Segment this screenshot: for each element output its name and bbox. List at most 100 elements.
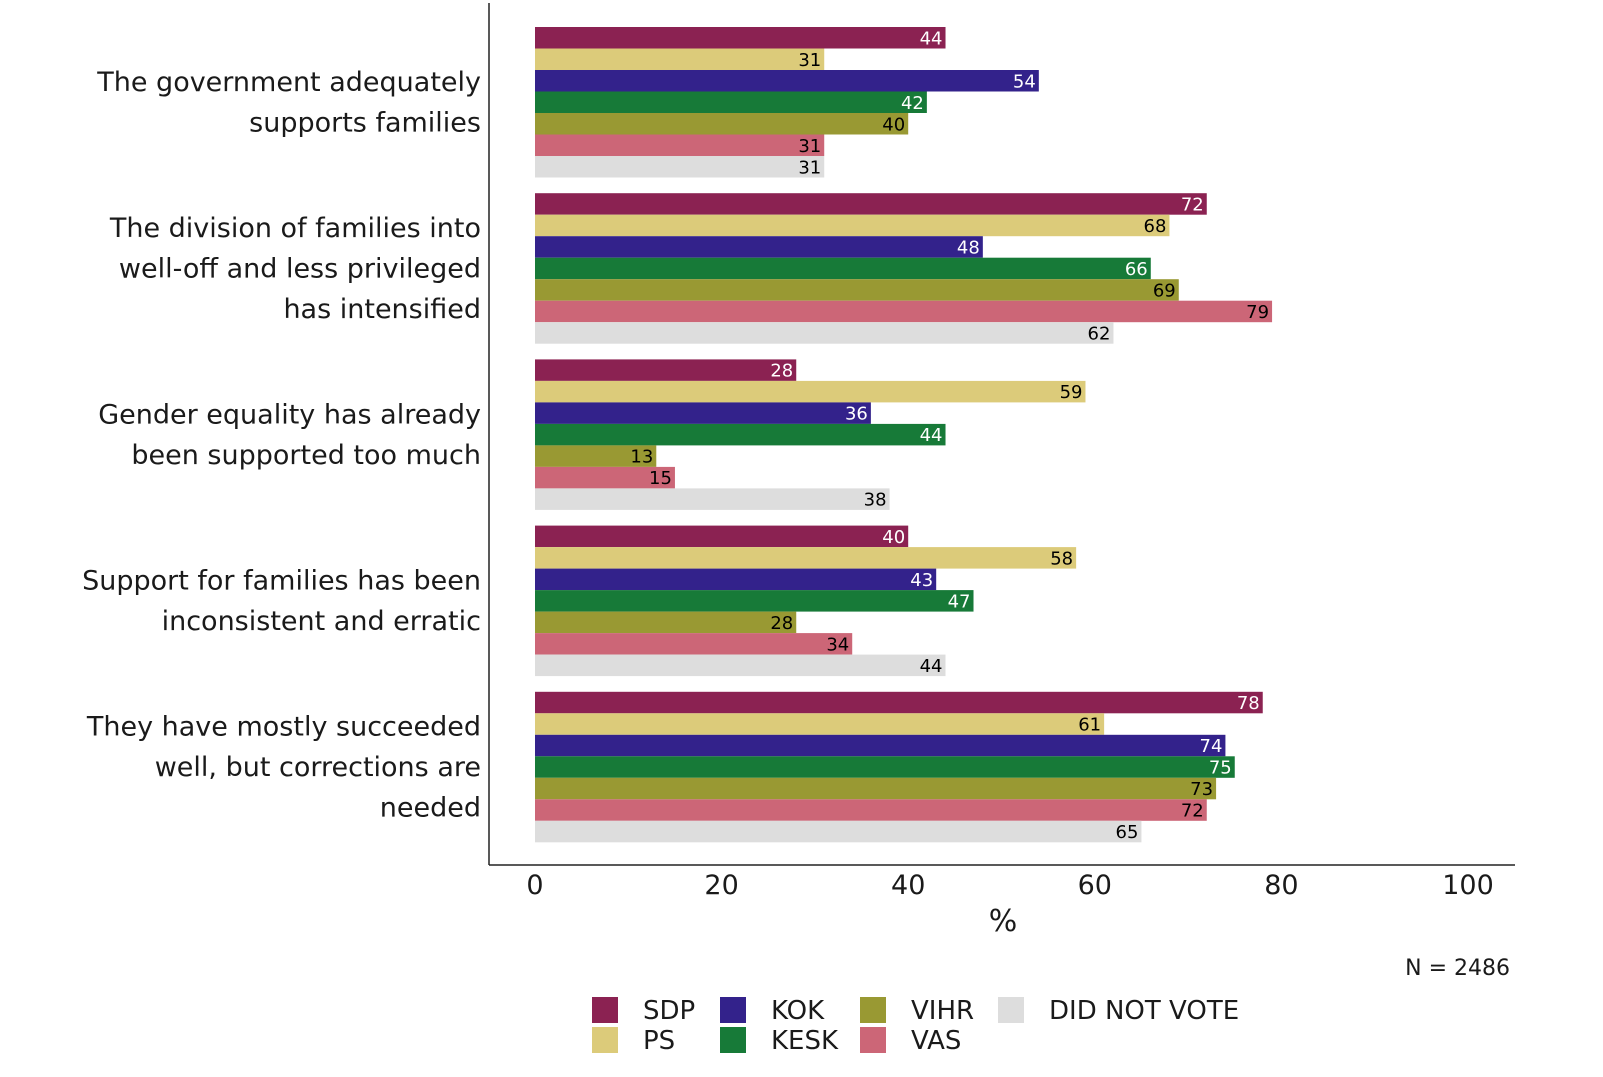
bar-kesk bbox=[535, 257, 1151, 280]
bar-value-label: 42 bbox=[901, 93, 924, 114]
bar-value-label: 36 bbox=[845, 404, 868, 425]
bar-value-label: 54 bbox=[1013, 71, 1036, 92]
bar-did-not-vote bbox=[535, 820, 1142, 843]
legend-label: VAS bbox=[911, 1026, 961, 1056]
bar-kok bbox=[535, 70, 1039, 92]
bar-value-label: 28 bbox=[770, 361, 793, 382]
bars bbox=[535, 27, 1273, 843]
legend-swatch bbox=[998, 997, 1024, 1023]
category-label: Gender equality has already bbox=[98, 399, 481, 430]
bar-did-not-vote bbox=[535, 488, 890, 510]
bar-kesk bbox=[535, 91, 927, 113]
bar-ps bbox=[535, 713, 1105, 735]
bar-value-label: 43 bbox=[910, 570, 933, 591]
category-label: The division of families into bbox=[109, 213, 481, 244]
x-tick-label: 60 bbox=[1078, 870, 1112, 901]
bar-kok bbox=[535, 734, 1226, 757]
category-label: Support for families has been bbox=[82, 566, 481, 597]
category-label: well-off and less privileged bbox=[119, 253, 481, 284]
bar-value-label: 13 bbox=[630, 447, 653, 468]
legend-swatch bbox=[592, 1027, 618, 1053]
bar-did-not-vote bbox=[535, 322, 1114, 344]
value-labels: 4431544240313172684866697962285936441315… bbox=[630, 28, 1269, 843]
legend-swatch bbox=[720, 1027, 746, 1053]
legend-swatch bbox=[860, 997, 886, 1023]
sample-size-note: N = 2486 bbox=[1405, 956, 1510, 981]
bar-did-not-vote bbox=[535, 156, 825, 178]
category-label: been supported too much bbox=[131, 440, 481, 471]
category-label: supports families bbox=[249, 108, 481, 139]
x-axis-title: % bbox=[989, 904, 1018, 939]
bar-value-label: 31 bbox=[798, 136, 821, 157]
bar-value-label: 78 bbox=[1237, 693, 1260, 714]
bar-value-label: 74 bbox=[1200, 736, 1223, 757]
category-label: inconsistent and erratic bbox=[162, 606, 481, 637]
bar-sdp bbox=[535, 359, 797, 381]
bar-vihr bbox=[535, 777, 1217, 800]
bar-vihr bbox=[535, 611, 797, 634]
legend-label: VIHR bbox=[911, 996, 974, 1026]
legend-label: KESK bbox=[771, 1026, 839, 1056]
bar-value-label: 48 bbox=[957, 237, 980, 258]
bar-value-label: 66 bbox=[1125, 259, 1148, 280]
x-tick-label: 40 bbox=[891, 870, 925, 901]
bar-value-label: 28 bbox=[770, 613, 793, 634]
bar-value-label: 31 bbox=[798, 50, 821, 71]
bar-value-label: 79 bbox=[1246, 302, 1269, 323]
legend-label: SDP bbox=[643, 996, 695, 1026]
bar-vihr bbox=[535, 445, 657, 467]
bar-vas bbox=[535, 134, 825, 156]
bar-vas bbox=[535, 466, 675, 489]
bar-value-label: 38 bbox=[864, 490, 887, 511]
legend-label: DID NOT VOTE bbox=[1049, 996, 1239, 1026]
bar-value-label: 40 bbox=[882, 114, 905, 135]
bar-value-label: 68 bbox=[1144, 216, 1167, 237]
bar-vas bbox=[535, 633, 853, 655]
legend-swatch bbox=[860, 1027, 886, 1053]
category-label: The government adequately bbox=[96, 67, 481, 98]
bar-kok bbox=[535, 568, 937, 591]
bar-ps bbox=[535, 380, 1086, 403]
bar-sdp bbox=[535, 525, 909, 548]
x-tick-label: 20 bbox=[704, 870, 738, 901]
bar-value-label: 44 bbox=[920, 425, 943, 446]
bar-ps bbox=[535, 214, 1170, 237]
bar-ps bbox=[535, 48, 825, 70]
legend-swatch bbox=[592, 997, 618, 1023]
category-label: needed bbox=[380, 793, 481, 824]
x-tick-label: 80 bbox=[1264, 870, 1298, 901]
bar-value-label: 44 bbox=[920, 28, 943, 49]
bar-value-label: 34 bbox=[826, 634, 849, 655]
bar-sdp bbox=[535, 27, 946, 49]
x-tick-label: 100 bbox=[1442, 870, 1494, 901]
legend-label: PS bbox=[643, 1026, 675, 1056]
category-label: well, but corrections are bbox=[155, 752, 481, 783]
bar-kesk bbox=[535, 590, 974, 612]
bar-value-label: 65 bbox=[1116, 822, 1139, 843]
bar-value-label: 47 bbox=[948, 591, 971, 612]
category-label: They have mostly succeeded bbox=[86, 712, 481, 743]
bar-value-label: 73 bbox=[1190, 779, 1213, 800]
x-tick-label: 0 bbox=[526, 870, 543, 901]
legend-swatch bbox=[720, 997, 746, 1023]
bar-value-label: 69 bbox=[1153, 280, 1176, 301]
bar-vihr bbox=[535, 113, 909, 135]
bar-value-label: 62 bbox=[1088, 323, 1111, 344]
bar-sdp bbox=[535, 193, 1207, 215]
bar-value-label: 61 bbox=[1078, 715, 1101, 736]
bar-value-label: 15 bbox=[649, 468, 672, 489]
bar-vihr bbox=[535, 279, 1179, 301]
bar-vas bbox=[535, 799, 1207, 821]
bar-kok bbox=[535, 402, 871, 424]
bar-value-label: 59 bbox=[1060, 382, 1083, 403]
bar-sdp bbox=[535, 691, 1263, 714]
bar-kesk bbox=[535, 756, 1235, 778]
bar-kok bbox=[535, 236, 983, 258]
bar-value-label: 75 bbox=[1209, 758, 1232, 779]
bar-value-label: 72 bbox=[1181, 801, 1204, 822]
bar-value-label: 72 bbox=[1181, 194, 1204, 215]
bar-vas bbox=[535, 300, 1273, 323]
bar-value-label: 58 bbox=[1050, 548, 1073, 569]
